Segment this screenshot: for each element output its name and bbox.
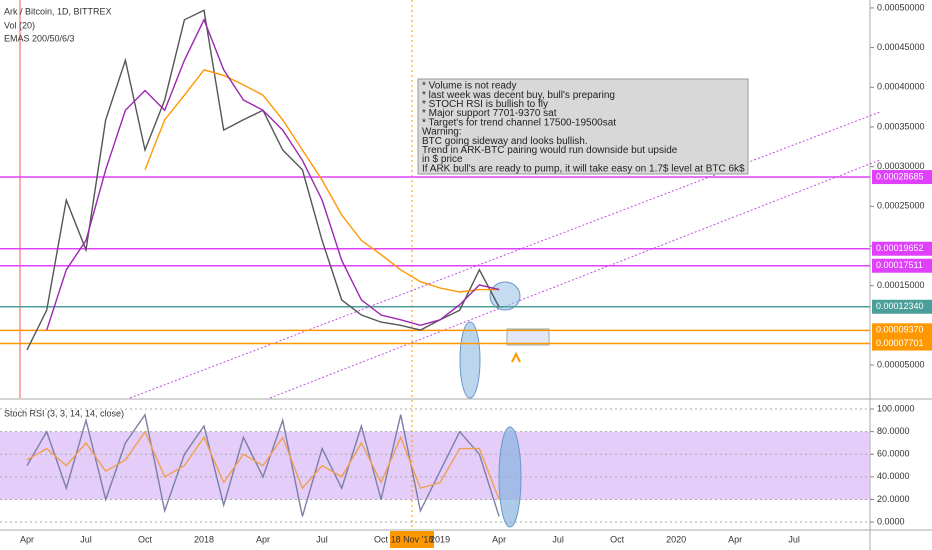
x-tick-label: Apr xyxy=(728,534,742,544)
volume-highlight xyxy=(459,321,481,399)
level-label-box xyxy=(872,323,932,338)
note-line: * last week was decent buy, bull's prepa… xyxy=(422,90,615,101)
level-label: 0.00028685 xyxy=(876,171,924,181)
x-tick-label: Jul xyxy=(552,534,564,544)
support-box xyxy=(506,328,550,346)
note-line: * STOCH RSI is bullish to fly xyxy=(422,99,548,110)
y-tick-label: 0.00045000 xyxy=(877,42,925,52)
x-tick-label: Oct xyxy=(138,534,153,544)
note-line: * Target's for trend channel 17500-19500… xyxy=(422,117,616,128)
note-line: * Volume is not ready xyxy=(422,81,517,92)
note-line: * Major support 7701-9370 sat xyxy=(422,108,557,119)
series-line xyxy=(46,18,500,331)
up-arrow xyxy=(511,351,521,363)
x-tick-label: Oct xyxy=(374,534,389,544)
level-label-box xyxy=(872,336,932,351)
note-line: Warning: xyxy=(422,127,462,138)
note-line: in $ price xyxy=(422,154,463,165)
date-marker: 18 Nov '18 xyxy=(391,534,434,544)
x-tick-label: Oct xyxy=(610,534,625,544)
x-tick-label: Jul xyxy=(316,534,328,544)
x-tick-label: 2020 xyxy=(666,534,686,544)
level-label-box xyxy=(872,170,932,185)
note-line: If ARK bull's are ready to pump, it will… xyxy=(422,163,745,174)
trend-line-upper xyxy=(129,111,881,399)
level-label: 0.00012340 xyxy=(876,301,924,311)
y-tick-label: 0.00025000 xyxy=(877,201,925,211)
y-tick-label: 0.00050000 xyxy=(877,2,925,12)
date-marker-box xyxy=(390,531,434,548)
level-label-box xyxy=(872,258,932,273)
trend-line-lower xyxy=(269,159,881,399)
y-tick-label: 0.00035000 xyxy=(877,121,925,131)
y-tick-label: 0.00015000 xyxy=(877,280,925,290)
note-line: BTC going sideway and looks bullish. xyxy=(422,136,588,147)
x-tick-label: 2018 xyxy=(194,534,214,544)
x-tick-label: Apr xyxy=(256,534,270,544)
level-label-box xyxy=(872,299,932,314)
rsi-band xyxy=(0,431,870,500)
level-label: 0.00007701 xyxy=(876,338,924,348)
x-tick-label: Apr xyxy=(20,534,34,544)
y-tick-label: 80.0000 xyxy=(877,426,910,436)
series-line xyxy=(144,68,500,293)
level-label: 0.00017511 xyxy=(876,260,923,270)
level-label-box xyxy=(872,241,932,256)
legend-item: Vol (20) xyxy=(4,20,35,30)
y-tick-label: 60.0000 xyxy=(877,449,910,459)
chart-title: Ark / Bitcoin, 1D, BITTREX xyxy=(4,6,112,16)
series-line xyxy=(26,430,500,500)
y-tick-label: 20.0000 xyxy=(877,494,910,504)
legend-item: EMAS 200/50/6/3 xyxy=(4,33,75,43)
level-label: 0.00009370 xyxy=(876,325,924,335)
y-tick-label: 0.00040000 xyxy=(877,82,925,92)
x-tick-label: Jul xyxy=(788,534,800,544)
y-tick-label: 0.00030000 xyxy=(877,161,925,171)
series-line xyxy=(26,412,500,517)
y-tick-label: 100.0000 xyxy=(877,403,915,413)
x-tick-label: 2019 xyxy=(430,534,450,544)
level-label: 0.00019652 xyxy=(876,243,924,253)
rsi-highlight xyxy=(498,426,522,528)
x-tick-label: Jul xyxy=(80,534,92,544)
x-tick-label: Apr xyxy=(492,534,506,544)
note-line: Trend in ARK-BTC pairing would run downs… xyxy=(422,145,678,156)
note-box xyxy=(417,78,749,175)
y-tick-label: 40.0000 xyxy=(877,471,910,481)
pane-title: Stoch RSI (3, 3, 14, 14, close) xyxy=(4,408,124,418)
price-highlight xyxy=(489,281,521,311)
y-tick-label: 0.0000 xyxy=(877,516,905,526)
y-tick-label: 0.00005000 xyxy=(877,359,925,369)
